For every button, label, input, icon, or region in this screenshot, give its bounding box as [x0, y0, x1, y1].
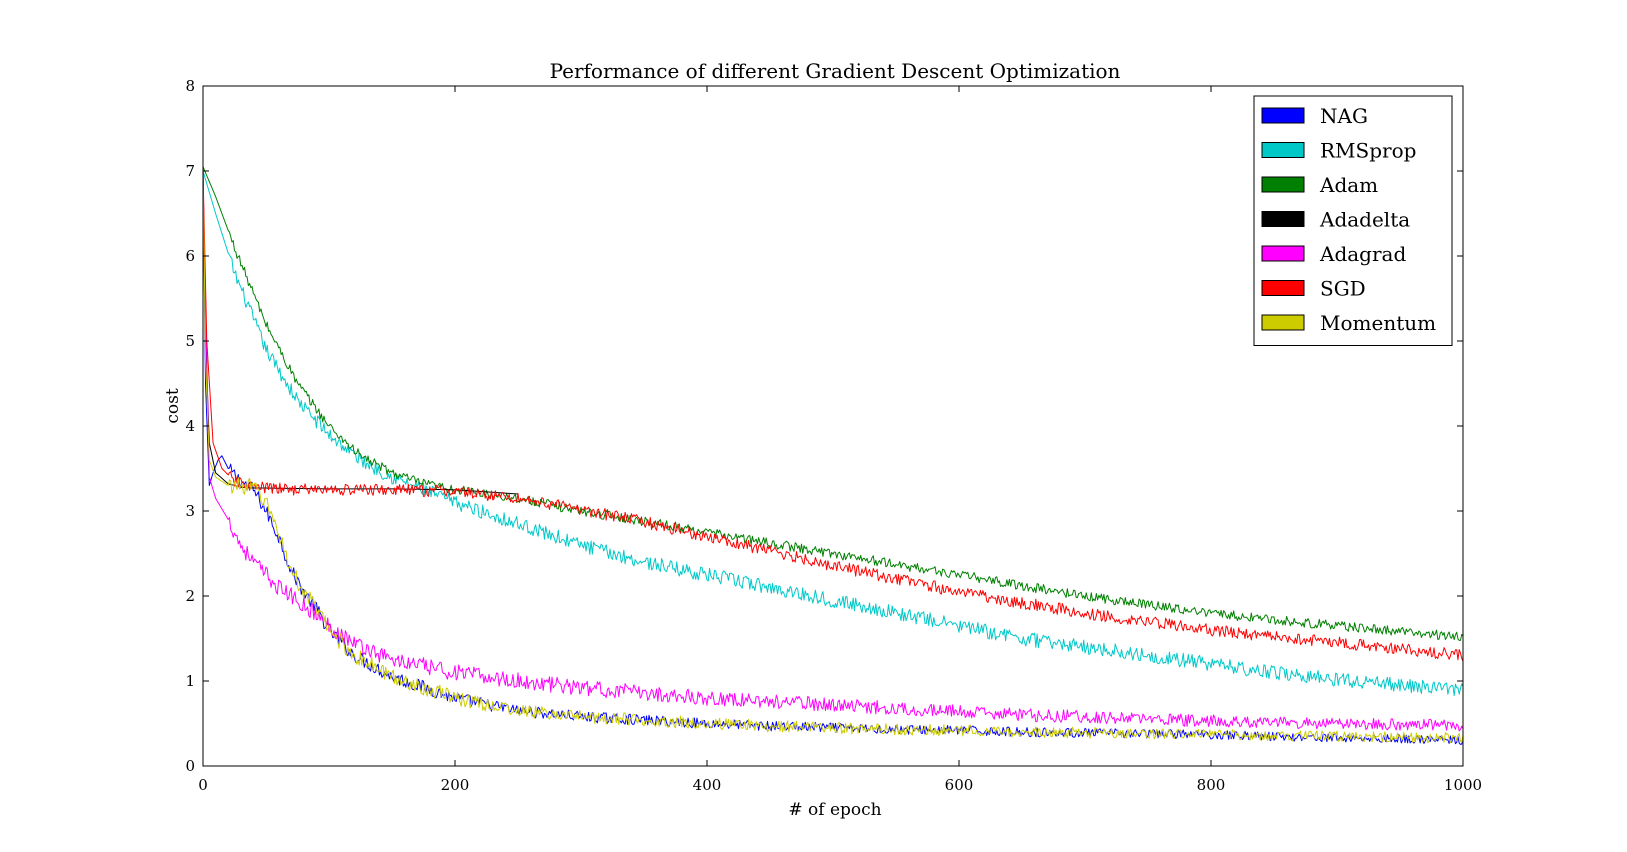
- chart-title: Performance of different Gradient Descen…: [550, 59, 1121, 83]
- legend: NAG RMSprop Adam Adadelta Adagrad SGD Momentum: [1253, 95, 1453, 346]
- legend-label: Adagrad: [1319, 242, 1406, 266]
- plot-frame: [202, 85, 1464, 767]
- series-line-momentum: [203, 170, 1463, 744]
- y-axis-label: cost: [163, 388, 183, 423]
- x-tick-label: 800: [1197, 776, 1226, 794]
- series-line-adadelta: [203, 170, 519, 495]
- series-line-rmsprop: [203, 170, 1463, 697]
- legend-label: NAG: [1320, 104, 1368, 128]
- legend-swatch: [1261, 245, 1305, 262]
- series-line-adagrad: [203, 179, 1463, 732]
- legend-label: SGD: [1320, 277, 1366, 301]
- legend-label: Adam: [1319, 173, 1378, 197]
- x-tick-label: 0: [198, 776, 208, 794]
- legend-label: Adadelta: [1319, 208, 1410, 232]
- y-tick-label: 6: [185, 247, 195, 265]
- y-tick-label: 0: [185, 757, 195, 775]
- series-line-adam: [203, 166, 1463, 641]
- legend-swatch: [1261, 176, 1305, 193]
- legend-swatch: [1261, 280, 1305, 296]
- y-tick-label: 7: [185, 162, 195, 180]
- y-tick-label: 8: [185, 77, 195, 95]
- y-tick-label: 2: [185, 587, 195, 605]
- legend-swatch: [1261, 314, 1305, 331]
- y-tick-label: 1: [185, 672, 195, 690]
- x-tick-label: 600: [945, 776, 974, 794]
- axis-ticks: 0 200 400 600 800 1000 0 1 2 3 4 5 6 7 8: [185, 77, 1482, 794]
- x-tick-label: 1000: [1444, 776, 1482, 794]
- legend-label: RMSprop: [1320, 139, 1416, 163]
- legend-swatch: [1261, 211, 1305, 227]
- x-tick-label: 400: [693, 776, 722, 794]
- legend-label: Momentum: [1320, 311, 1436, 335]
- y-tick-label: 4: [185, 417, 195, 435]
- legend-swatch: [1261, 142, 1305, 158]
- series-line-sgd: [203, 170, 1463, 662]
- y-tick-label: 5: [185, 332, 195, 350]
- legend-swatch: [1261, 107, 1305, 124]
- y-tick-label: 3: [185, 502, 195, 520]
- x-axis-label: # of epoch: [788, 800, 881, 820]
- x-tick-label: 200: [441, 776, 470, 794]
